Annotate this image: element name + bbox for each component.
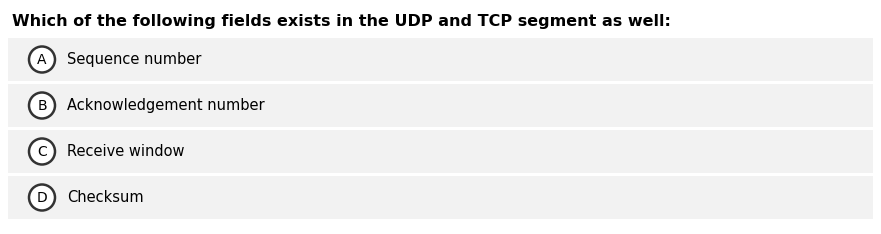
Text: Acknowledgement number: Acknowledgement number: [67, 98, 264, 113]
Circle shape: [29, 92, 55, 118]
Bar: [8, 38, 873, 81]
Circle shape: [29, 184, 55, 211]
Circle shape: [29, 139, 55, 165]
Text: Sequence number: Sequence number: [67, 52, 202, 67]
Circle shape: [29, 47, 55, 73]
Bar: [8, 130, 873, 173]
Text: A: A: [37, 52, 47, 66]
Bar: [8, 84, 873, 127]
Bar: [8, 176, 873, 219]
Text: Receive window: Receive window: [67, 144, 184, 159]
Text: Which of the following fields exists in the UDP and TCP segment as well:: Which of the following fields exists in …: [12, 14, 670, 29]
Text: Checksum: Checksum: [67, 190, 144, 205]
Text: B: B: [37, 99, 47, 113]
Text: C: C: [37, 145, 47, 158]
Text: D: D: [37, 190, 48, 205]
